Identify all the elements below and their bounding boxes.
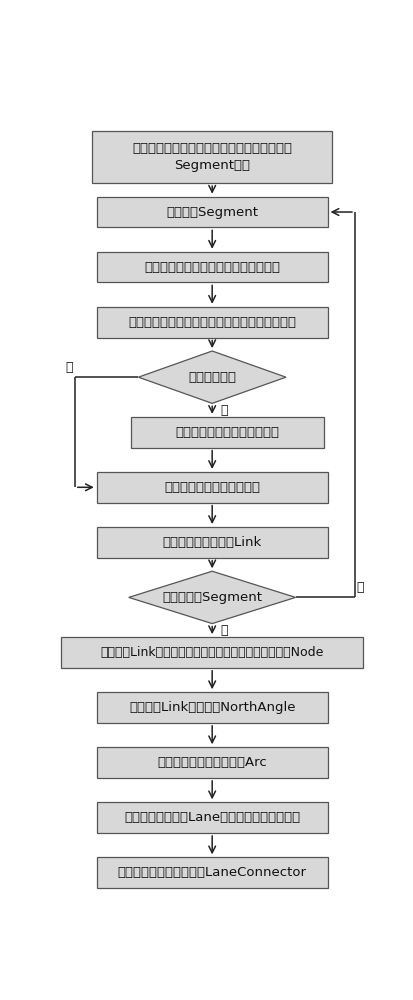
- FancyBboxPatch shape: [96, 472, 327, 503]
- Text: 遍历每一Segment: 遍历每一Segment: [166, 206, 258, 219]
- Text: 提取该路段车行道边缘线，构建多边形: 提取该路段车行道边缘线，构建多边形: [144, 261, 280, 274]
- Text: 路段双向行驶: 路段双向行驶: [188, 371, 235, 384]
- FancyBboxPatch shape: [92, 131, 332, 183]
- FancyBboxPatch shape: [61, 637, 362, 668]
- FancyBboxPatch shape: [96, 197, 327, 227]
- FancyBboxPatch shape: [96, 692, 327, 723]
- Text: 提取所有线条形路面标线，聚类生成路段数组
Segment集合: 提取所有线条形路面标线，聚类生成路段数组 Segment集合: [132, 142, 292, 172]
- FancyBboxPatch shape: [96, 527, 327, 558]
- Text: 否: 否: [356, 581, 363, 594]
- FancyBboxPatch shape: [96, 857, 327, 888]
- Text: 计算每条Link的北偏角NorthAngle: 计算每条Link的北偏角NorthAngle: [128, 701, 295, 714]
- Text: 否: 否: [66, 361, 73, 374]
- FancyBboxPatch shape: [96, 802, 327, 833]
- Polygon shape: [138, 351, 285, 403]
- Polygon shape: [128, 571, 295, 624]
- Text: 是: 是: [220, 404, 227, 417]
- Text: 提取该路段的车行道分界线: 提取该路段的车行道分界线: [164, 481, 259, 494]
- Text: 是: 是: [220, 624, 227, 637]
- FancyBboxPatch shape: [96, 747, 327, 778]
- Text: 生成逻辑拓扑车道连接器LaneConnector: 生成逻辑拓扑车道连接器LaneConnector: [117, 866, 306, 879]
- FancyBboxPatch shape: [96, 307, 327, 338]
- Text: 生成几何拓扑子路段Link: 生成几何拓扑子路段Link: [162, 536, 261, 549]
- FancyBboxPatch shape: [131, 417, 323, 448]
- Text: 提取多边形内导向箭头，计算类型和数字化方向: 提取多边形内导向箭头，计算类型和数字化方向: [128, 316, 295, 329]
- Text: 提取对向行驶交通流分隔设施: 提取对向行驶交通流分隔设施: [175, 426, 279, 439]
- Text: 生成逻辑拓扑有向子路段Arc: 生成逻辑拓扑有向子路段Arc: [157, 756, 266, 769]
- FancyBboxPatch shape: [96, 252, 327, 282]
- Text: 根据所有Link延长线的交点的平均值生成几何拓扑结点Node: 根据所有Link延长线的交点的平均值生成几何拓扑结点Node: [100, 646, 323, 659]
- Text: 生成逻辑拓扑车道Lane，关联车道与导向箭头: 生成逻辑拓扑车道Lane，关联车道与导向箭头: [124, 811, 299, 824]
- Text: 已遍历所有Segment: 已遍历所有Segment: [162, 591, 261, 604]
